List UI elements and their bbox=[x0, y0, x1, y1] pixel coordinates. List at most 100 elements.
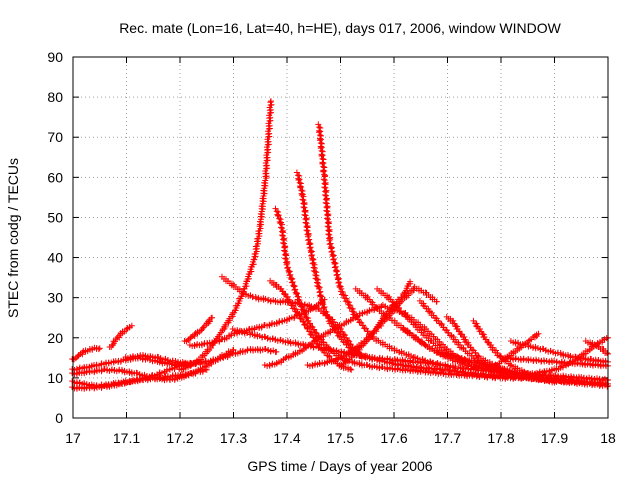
data-point bbox=[274, 212, 281, 219]
data-point bbox=[281, 247, 288, 254]
data-point bbox=[288, 276, 295, 283]
y-tick-label: 60 bbox=[47, 169, 63, 185]
x-tick-label: 17.1 bbox=[113, 430, 140, 446]
chart-title: Rec. mate (Lon=16, Lat=40, h=HE), days 0… bbox=[119, 20, 561, 36]
data-point bbox=[348, 366, 355, 373]
data-point bbox=[333, 272, 340, 279]
data-point bbox=[96, 345, 103, 352]
data-point bbox=[302, 313, 309, 320]
data-point bbox=[303, 314, 310, 321]
data-point bbox=[285, 267, 292, 274]
y-tick-label: 50 bbox=[47, 209, 63, 225]
data-point bbox=[301, 308, 308, 315]
data-point bbox=[306, 245, 313, 252]
data-point bbox=[318, 152, 325, 159]
data-point bbox=[433, 360, 440, 367]
y-tick-label: 0 bbox=[55, 410, 63, 426]
plot-frame bbox=[72, 56, 609, 419]
data-point bbox=[315, 335, 322, 342]
x-tick-label: 17 bbox=[65, 430, 81, 446]
data-point bbox=[276, 215, 283, 222]
data-point bbox=[287, 271, 294, 278]
data-point bbox=[294, 296, 301, 303]
x-tick-label: 17.3 bbox=[220, 430, 247, 446]
data-point bbox=[325, 231, 332, 238]
data-point bbox=[303, 227, 310, 234]
y-tick-label: 90 bbox=[47, 49, 63, 65]
data-point bbox=[407, 278, 414, 285]
data-point bbox=[283, 261, 290, 268]
y-tick-label: 80 bbox=[47, 89, 63, 105]
data-point bbox=[301, 211, 308, 218]
data-point bbox=[290, 283, 297, 290]
data-point bbox=[267, 99, 274, 106]
data-points bbox=[69, 98, 611, 392]
data-point bbox=[273, 348, 280, 355]
data-point bbox=[317, 145, 324, 152]
data-point bbox=[388, 317, 395, 324]
x-tick-label: 17.8 bbox=[487, 430, 514, 446]
x-tick-label: 17.6 bbox=[380, 430, 407, 446]
data-point bbox=[433, 298, 440, 305]
data-point bbox=[203, 366, 210, 373]
data-point bbox=[294, 290, 301, 297]
data-point bbox=[290, 282, 297, 289]
data-point bbox=[302, 311, 309, 318]
data-point bbox=[289, 279, 296, 286]
y-tick-label: 30 bbox=[47, 290, 63, 306]
data-point bbox=[278, 224, 285, 231]
data-point bbox=[128, 322, 135, 329]
data-point bbox=[267, 98, 274, 105]
data-point bbox=[286, 269, 293, 276]
data-point bbox=[292, 286, 299, 293]
data-point bbox=[295, 293, 302, 300]
x-axis-label: GPS time / Days of year 2006 bbox=[247, 458, 432, 474]
data-point bbox=[286, 272, 293, 279]
x-tick-label: 17.5 bbox=[327, 430, 354, 446]
data-point bbox=[287, 275, 294, 282]
data-point bbox=[535, 330, 542, 337]
data-point bbox=[322, 311, 329, 318]
data-point bbox=[319, 300, 326, 307]
x-tick-label: 17.7 bbox=[434, 430, 461, 446]
y-tick-label: 10 bbox=[47, 370, 63, 386]
data-point bbox=[316, 292, 323, 299]
y-tick-label: 40 bbox=[47, 250, 63, 266]
data-point bbox=[330, 256, 337, 263]
data-point bbox=[291, 286, 298, 293]
data-point bbox=[326, 241, 333, 248]
y-tick-label: 70 bbox=[47, 129, 63, 145]
data-point bbox=[316, 137, 323, 144]
data-point bbox=[282, 355, 289, 362]
data-point bbox=[280, 239, 287, 246]
y-axis-label: STEC from codg / TECUs bbox=[5, 158, 21, 318]
data-point bbox=[320, 176, 327, 183]
data-point bbox=[319, 160, 326, 167]
data-point bbox=[324, 215, 331, 222]
x-tick-label: 17.4 bbox=[273, 430, 300, 446]
data-point bbox=[297, 184, 304, 191]
data-point bbox=[302, 219, 309, 226]
data-point bbox=[347, 365, 354, 372]
data-point bbox=[273, 208, 280, 215]
axis-ticks: 17 17.1 17.2 17.3 17.4 17.5 17.6 17.7 17.8 17.9 18… bbox=[47, 49, 616, 446]
data-point bbox=[432, 361, 439, 368]
data-point bbox=[95, 346, 102, 353]
data-point bbox=[292, 289, 299, 296]
data-point bbox=[289, 279, 296, 286]
data-point bbox=[322, 199, 329, 206]
x-tick-label: 17.9 bbox=[541, 430, 568, 446]
data-point bbox=[295, 177, 302, 184]
x-tick-label: 17.2 bbox=[166, 430, 193, 446]
data-point bbox=[322, 191, 329, 198]
data-point bbox=[293, 169, 300, 176]
data-point bbox=[301, 310, 308, 317]
data-point bbox=[331, 264, 338, 271]
data-point bbox=[320, 168, 327, 175]
data-point bbox=[604, 383, 611, 390]
data-point bbox=[308, 252, 315, 259]
data-point bbox=[274, 211, 281, 218]
data-point bbox=[272, 205, 279, 212]
